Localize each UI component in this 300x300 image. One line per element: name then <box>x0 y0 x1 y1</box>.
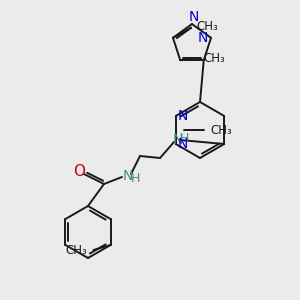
Text: CH₃: CH₃ <box>66 244 88 257</box>
Text: N: N <box>173 133 183 147</box>
Text: H: H <box>179 131 189 145</box>
Text: N: N <box>123 169 133 183</box>
Text: N: N <box>178 109 188 123</box>
Text: N: N <box>189 10 199 24</box>
Text: CH₃: CH₃ <box>196 20 218 33</box>
Text: CH₃: CH₃ <box>211 124 232 136</box>
Text: O: O <box>73 164 85 179</box>
Text: N: N <box>178 137 188 151</box>
Text: N: N <box>198 31 208 45</box>
Text: CH₃: CH₃ <box>203 52 225 65</box>
Text: H: H <box>130 172 140 184</box>
